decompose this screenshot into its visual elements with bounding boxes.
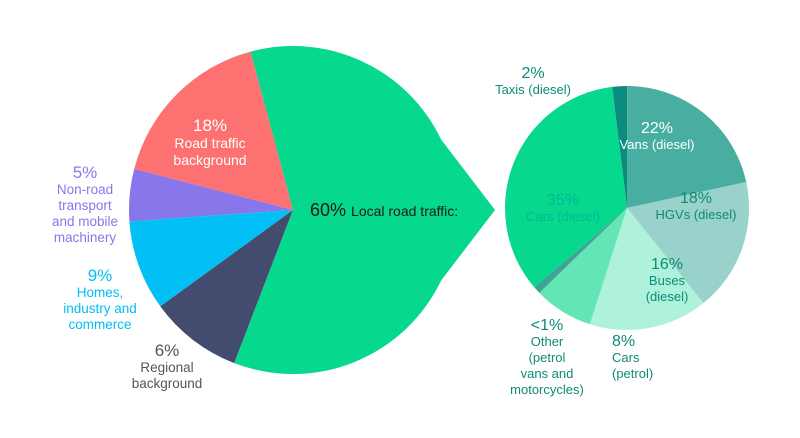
label-nonroad-pct: 5% [73,163,98,182]
label-buses-pct: 16% [651,256,683,273]
breakdown-pie [504,85,749,331]
label-homes-line: Homes, [77,285,124,300]
label-cars-petrol-line: (petrol) [612,366,653,381]
label-other-line: vans and [521,366,574,381]
slice-labels: 60% Local road traffic:18%Road trafficba… [52,65,736,397]
label-nonroad-line: transport [58,198,112,213]
main-pie-slice-nonroad [128,168,293,222]
label-homes-line: commerce [68,317,131,332]
label-local-name: Local road traffic: [351,203,458,219]
label-homes-pct: 9% [88,266,113,285]
label-other-line: Other [531,334,564,349]
label-taxis-line: Taxis (diesel) [495,82,571,97]
label-local-pct: 60% [310,200,351,220]
label-other-line: (petrol [529,350,566,365]
label-cars-petrol: 8%Cars(petrol) [612,333,653,381]
label-nonroad-line: Non-road [57,182,113,197]
label-cars-diesel-line: Cars (diesel) [526,209,600,224]
breakdown-pie-slice-cars_diesel [504,86,627,288]
label-buses-line: Buses [649,273,686,288]
label-hgvs: 18%HGVs (diesel) [656,190,737,222]
label-other-pct: <1% [531,317,563,334]
label-road-bg-line: background [173,152,246,168]
label-cars-diesel: 35%Cars (diesel) [526,192,600,224]
label-other-line: motorcycles) [510,382,584,397]
breakdown-pie-slice-cars_petrol [539,208,627,325]
main-pie [128,46,496,374]
breakdown-pie-slice-hgvs [627,182,749,304]
main-pie-slice-road_bg [134,51,293,211]
label-buses: 16%Buses(diesel) [646,256,689,304]
label-taxis-pct: 2% [521,65,544,82]
breakdown-pie-slice-vans [627,86,747,208]
label-cars-diesel-pct: 35% [547,192,579,209]
label-cars-petrol-pct: 8% [612,333,635,350]
label-hgvs-line: HGVs (diesel) [656,207,737,222]
label-road-bg-line: Road traffic [174,135,245,151]
label-cars-petrol-line: Cars [612,350,640,365]
breakdown-pie-slice-taxis [612,85,628,208]
label-nonroad-line: machinery [54,230,117,245]
label-vans-line: Vans (diesel) [620,137,695,152]
label-road-bg-pct: 18% [193,116,227,135]
main-pie-slice-homes [129,210,293,307]
label-regional-line: Regional [140,360,193,375]
label-hgvs-pct: 18% [680,190,712,207]
label-homes-line: industry and [63,301,137,316]
main-pie-slice-regional [160,210,293,364]
label-local: 60% Local road traffic: [310,200,458,220]
label-vans-pct: 22% [641,120,673,137]
label-local-text: 60% Local road traffic: [310,200,458,220]
label-nonroad-line: and mobile [52,214,118,229]
breakdown-pie-slice-other [534,208,627,293]
label-regional-pct: 6% [155,341,180,360]
main-pie-slice-local [234,46,496,374]
breakdown-pie-slice-buses [589,208,704,331]
label-vans: 22%Vans (diesel) [620,120,695,152]
label-regional-line: background [132,376,203,391]
label-buses-line: (diesel) [646,289,689,304]
label-taxis: 2%Taxis (diesel) [495,65,571,97]
